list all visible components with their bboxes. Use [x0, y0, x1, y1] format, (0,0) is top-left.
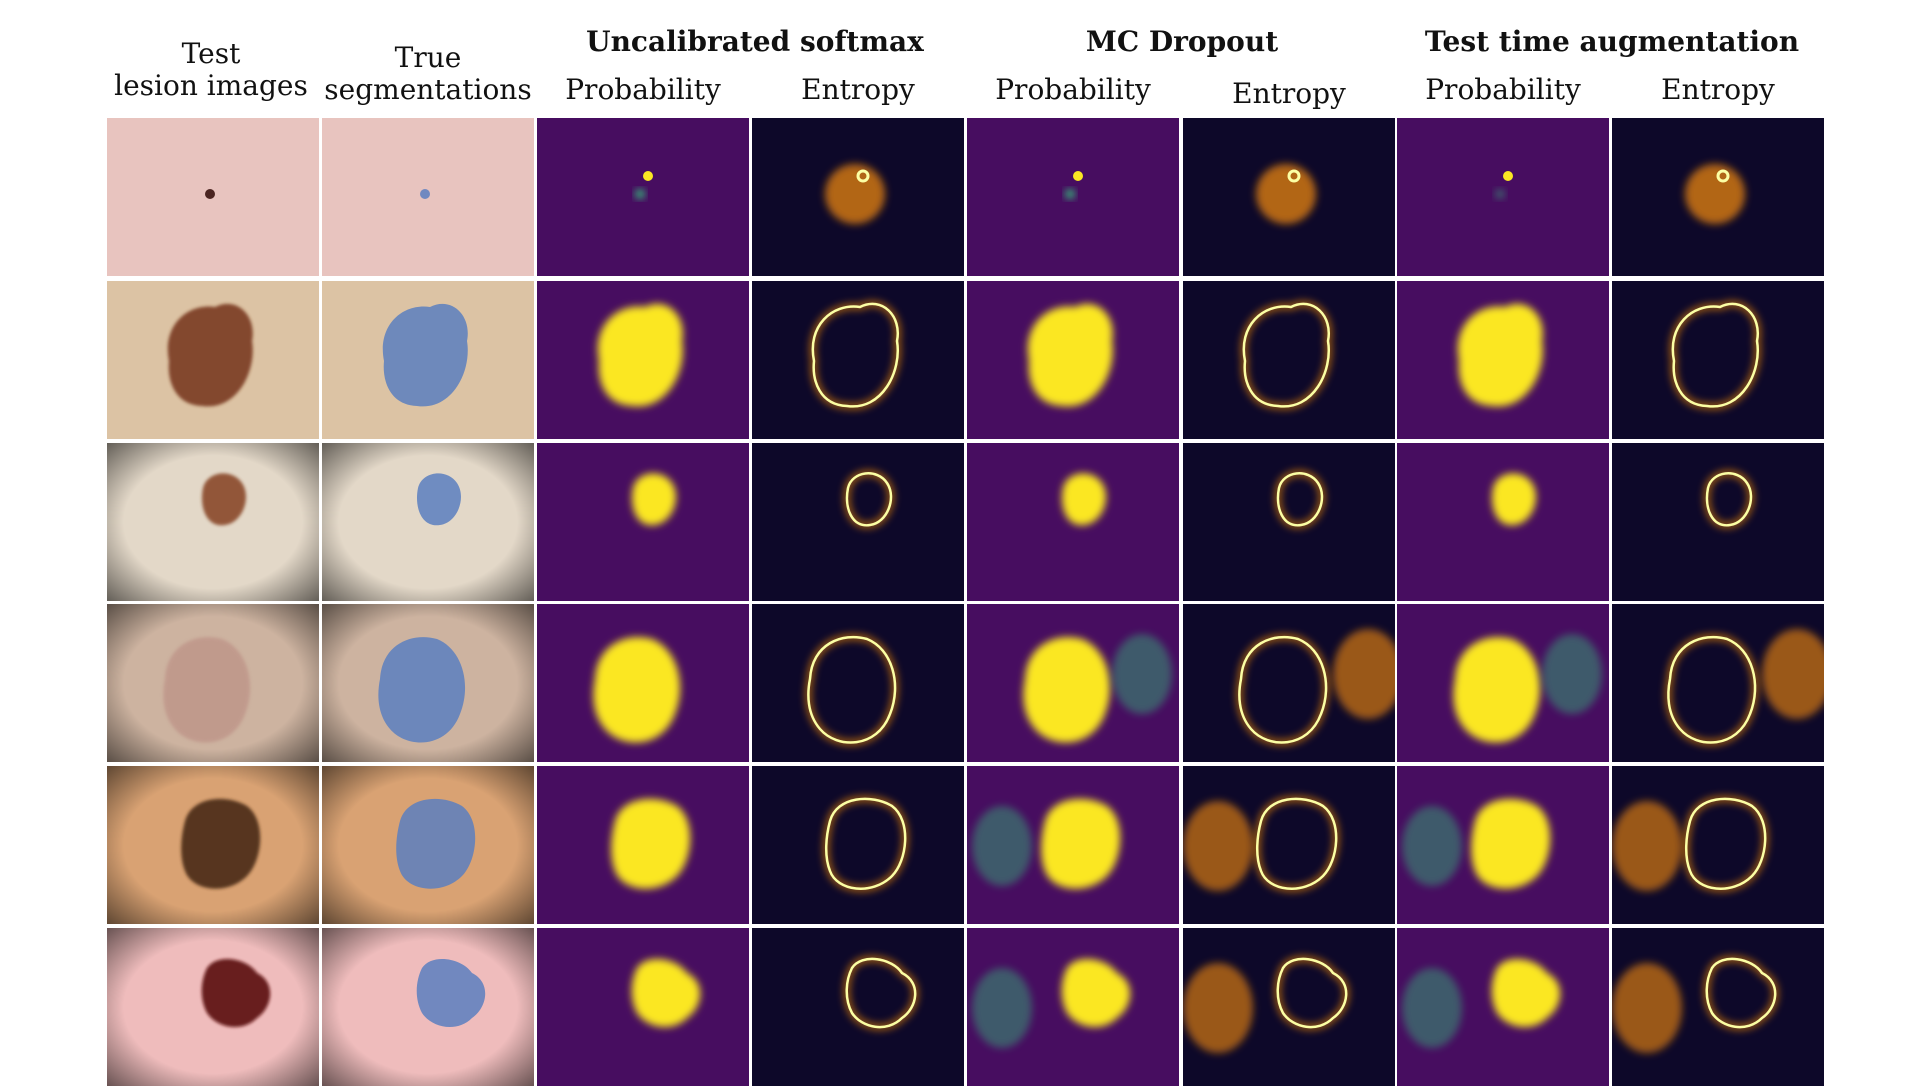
softmax-entropy-map	[752, 443, 964, 601]
tta-probability-map	[1397, 928, 1609, 1086]
softmax-entropy-map	[752, 928, 964, 1086]
tta-entropy-map	[1612, 604, 1824, 762]
softmax-probability-map	[537, 604, 749, 762]
mc-dropout-entropy-map	[1183, 281, 1395, 439]
mc-dropout-probability-map	[967, 766, 1179, 924]
subheader-entropy: Entropy	[1232, 77, 1346, 110]
header-line: segmentations	[324, 73, 532, 107]
softmax-probability-map	[537, 443, 749, 601]
mc-dropout-entropy-map	[1183, 766, 1395, 924]
subheader-probability: Probability	[565, 73, 721, 106]
tta-probability-map	[1397, 604, 1609, 762]
mc-dropout-probability-map	[967, 118, 1179, 276]
softmax-entropy-map	[752, 604, 964, 762]
true-segmentation	[322, 118, 534, 276]
subheader-entropy: Entropy	[1661, 73, 1775, 106]
mc-dropout-entropy-map	[1183, 118, 1395, 276]
true-segmentation	[322, 928, 534, 1086]
header-test-lesion-images: Test lesion images	[105, 37, 317, 103]
tta-entropy-map	[1612, 281, 1824, 439]
test-lesion-image	[107, 443, 319, 601]
tta-entropy-map	[1612, 766, 1824, 924]
test-lesion-image	[107, 118, 319, 276]
test-lesion-image	[107, 604, 319, 762]
header-line: lesion images	[114, 69, 308, 103]
tta-probability-map	[1397, 766, 1609, 924]
softmax-entropy-map	[752, 118, 964, 276]
header-true-segmentations: True segmentations	[322, 41, 534, 107]
softmax-entropy-map	[752, 281, 964, 439]
softmax-probability-map	[537, 281, 749, 439]
mc-dropout-probability-map	[967, 443, 1179, 601]
header-line: Test	[181, 37, 241, 70]
softmax-probability-map	[537, 928, 749, 1086]
group-header-mc-dropout: MC Dropout	[1085, 25, 1279, 58]
tta-probability-map	[1397, 443, 1609, 601]
test-lesion-image	[107, 766, 319, 924]
softmax-probability-map	[537, 118, 749, 276]
mc-dropout-probability-map	[967, 281, 1179, 439]
group-header-test-time-augmentation: Test time augmentation	[1424, 25, 1800, 58]
true-segmentation	[322, 281, 534, 439]
test-lesion-image	[107, 928, 319, 1086]
true-segmentation	[322, 766, 534, 924]
group-header-uncalibrated-softmax: Uncalibrated softmax	[586, 25, 924, 58]
mc-dropout-probability-map	[967, 928, 1179, 1086]
true-segmentation	[322, 604, 534, 762]
tta-probability-map	[1397, 118, 1609, 276]
mc-dropout-entropy-map	[1183, 443, 1395, 601]
subheader-entropy: Entropy	[801, 73, 915, 106]
true-segmentation	[322, 443, 534, 601]
tta-entropy-map	[1612, 928, 1824, 1086]
mc-dropout-probability-map	[967, 604, 1179, 762]
mc-dropout-entropy-map	[1183, 928, 1395, 1086]
tta-entropy-map	[1612, 118, 1824, 276]
softmax-entropy-map	[752, 766, 964, 924]
test-lesion-image	[107, 281, 319, 439]
subheader-probability: Probability	[995, 73, 1151, 106]
mc-dropout-entropy-map	[1183, 604, 1395, 762]
tta-entropy-map	[1612, 443, 1824, 601]
subheader-probability: Probability	[1425, 73, 1581, 106]
tta-probability-map	[1397, 281, 1609, 439]
softmax-probability-map	[537, 766, 749, 924]
header-line: True	[394, 41, 462, 74]
